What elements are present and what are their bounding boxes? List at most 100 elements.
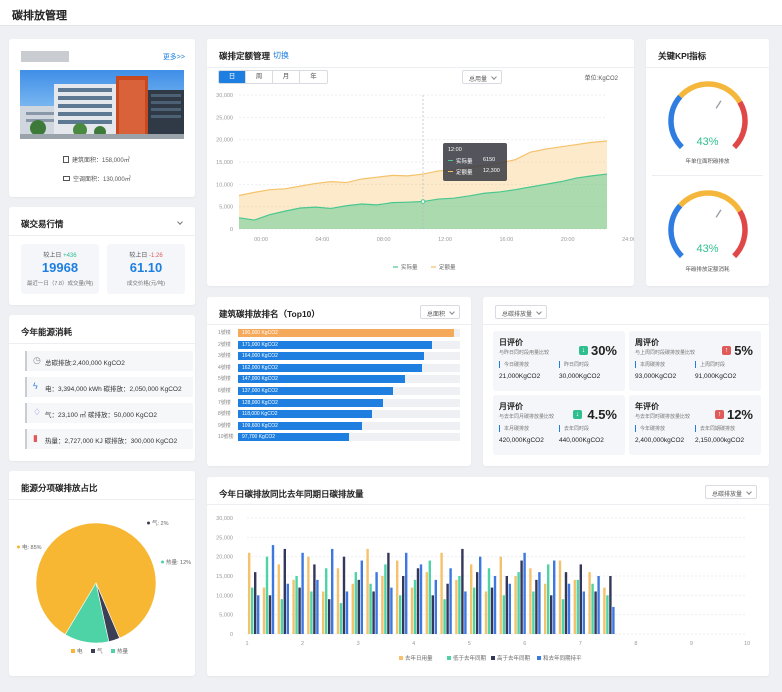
x-tick-label: 8	[634, 641, 637, 647]
y-tick-label: 25,000	[216, 115, 233, 121]
legend-label[interactable]: 高于去年同期	[497, 654, 531, 662]
ranking-bar-label: 164,000 KgCO2	[242, 353, 278, 360]
legend-label[interactable]: 实际量	[401, 263, 418, 271]
kpi-title: 关键KPI指标	[658, 51, 707, 61]
bar	[357, 579, 360, 634]
ranking-row: 7號楼 128,000 KgCO2	[218, 398, 460, 407]
evaluation-card: 总碳排放量 日评价 与昨日同时段用量比较 ↓ 30% 今日碳排放 昨日同时段 2…	[483, 297, 769, 466]
bar	[567, 583, 571, 634]
switch-link[interactable]: 切换	[273, 51, 289, 60]
legend-label[interactable]: 热量	[117, 647, 129, 655]
bar	[339, 603, 343, 634]
ranking-bar	[238, 421, 363, 430]
bar	[603, 587, 606, 634]
quota-unit: 单位:KgCO2	[584, 76, 618, 82]
bar	[588, 572, 591, 634]
ranking-row: 9號楼 109,600 KgCO2	[218, 421, 460, 430]
bar	[523, 552, 526, 634]
tab-year[interactable]: 年	[310, 73, 317, 80]
divider	[207, 324, 471, 325]
divider	[483, 324, 769, 325]
share-card: 能源分项碳排放占比 电: 85% 气: 2% 热量: 12% 电 气 热量	[9, 471, 195, 676]
quota-selector[interactable]: 总用量	[462, 70, 503, 84]
bar	[449, 568, 452, 634]
legend-label[interactable]: 和去年同期持平	[543, 654, 582, 662]
ranking-index: 2號楼	[218, 341, 231, 348]
bar	[301, 552, 304, 634]
bar	[561, 599, 565, 634]
y-tick-label: 10,000	[216, 182, 233, 188]
legend-swatch	[399, 656, 403, 660]
eval-week: 周评价 与上周同时段碳排放量比较 ↑ 5% 本周碳排放 上周同时段 93,000…	[629, 331, 761, 391]
ranking-bar-label: 137,000 KgCO2	[242, 388, 278, 394]
quota-title: 碳排定额管理	[219, 51, 271, 61]
x-tick-label: 12:00	[438, 237, 452, 243]
tab-month[interactable]: 月	[273, 71, 300, 83]
ranking-index: 9號楼	[218, 422, 231, 429]
series-line-1	[238, 140, 608, 197]
gas-flame-icon: ♢	[33, 407, 42, 417]
bar	[257, 595, 260, 634]
ac-area: 空调面积：130,000㎡	[63, 174, 131, 183]
legend-label[interactable]: 气	[97, 647, 103, 655]
legend-label[interactable]: 定额量	[439, 263, 456, 271]
ranking-index: 5號楼	[218, 376, 231, 383]
daily-compare-chart: 0 5,000 10,000 15,000 20,000 25,000 30,000 1 2 3…	[216, 516, 750, 662]
bar	[384, 564, 387, 634]
ranking-row: 5號楼 147,000 KgCO2	[218, 375, 460, 384]
ranking-index: 8號楼	[218, 411, 231, 418]
y-tick-label: 25,000	[216, 535, 233, 541]
ranking-bar-label: 147,000 KgCO2	[242, 376, 278, 383]
bar	[277, 564, 280, 634]
more-link[interactable]: 更多>>	[162, 54, 185, 61]
bar	[416, 568, 420, 634]
bar	[464, 591, 467, 634]
ranking-track	[238, 433, 460, 442]
pie-label-dot	[147, 521, 150, 525]
bar	[387, 552, 390, 634]
bar	[576, 579, 579, 634]
x-tick-label: 6	[523, 641, 526, 647]
divider	[207, 504, 769, 505]
pie-slice	[64, 582, 110, 644]
lightning-icon: ϟ	[33, 381, 38, 391]
bar	[410, 587, 414, 634]
x-tick-label: 7	[579, 641, 582, 647]
x-tick-label: 10	[744, 641, 750, 647]
y-tick-label: 30,000	[216, 516, 233, 522]
divider	[9, 499, 195, 500]
energy-row-gas: ♢ 气：23,100 ㎥ 碳排放：50,000 KgCO2	[25, 403, 193, 423]
ranking-bar-label: 190,000 KgCO2	[242, 330, 278, 336]
divider	[652, 175, 763, 176]
eval-year: 年评价 与去年同时碳排放量比较 ↑ 12% 今年碳排放 去年同期碳排放 2,40…	[629, 395, 761, 455]
tab-week[interactable]: 周	[246, 71, 273, 83]
ranking-row: 1號楼 190,000 KgCO2	[218, 329, 460, 337]
bar	[502, 595, 505, 634]
bar	[390, 587, 393, 634]
evaluation-selector[interactable]: 总碳排放量	[495, 305, 548, 319]
chevron-down-icon[interactable]	[177, 219, 183, 225]
legend-label[interactable]: 低于去年同期	[453, 654, 487, 662]
period-tabs: 日 周 月 年	[218, 70, 328, 84]
bar	[591, 583, 594, 634]
bar	[490, 587, 494, 634]
tab-day[interactable]: 日	[219, 71, 246, 83]
y-tick-label: 0	[230, 227, 233, 233]
bar	[307, 556, 310, 634]
bar	[286, 583, 289, 634]
gauge-arc	[732, 100, 748, 150]
ranking-selector[interactable]: 总面积	[420, 305, 461, 319]
bar	[582, 591, 585, 634]
pie-chart: 电: 85% 气: 2% 热量: 12% 电 气 热量	[17, 519, 191, 655]
bar	[428, 560, 431, 634]
legend-label[interactable]: 去年日用量	[405, 654, 433, 662]
daily-compare-selector[interactable]: 总碳排放量	[705, 485, 758, 499]
bar	[535, 579, 538, 634]
ranking-bar-label: 162,000 KgCO2	[242, 364, 278, 371]
bar	[550, 595, 553, 634]
kpi-gauge-1-label: 年单位面积碳排放	[685, 159, 730, 165]
y-tick-label: 10,000	[216, 593, 233, 599]
legend-label[interactable]: 电	[77, 647, 83, 655]
ranking-bar-label: 109,600 KgCO2	[242, 422, 278, 429]
ranking-bar-label: 118,000 KgCO2	[242, 411, 278, 418]
